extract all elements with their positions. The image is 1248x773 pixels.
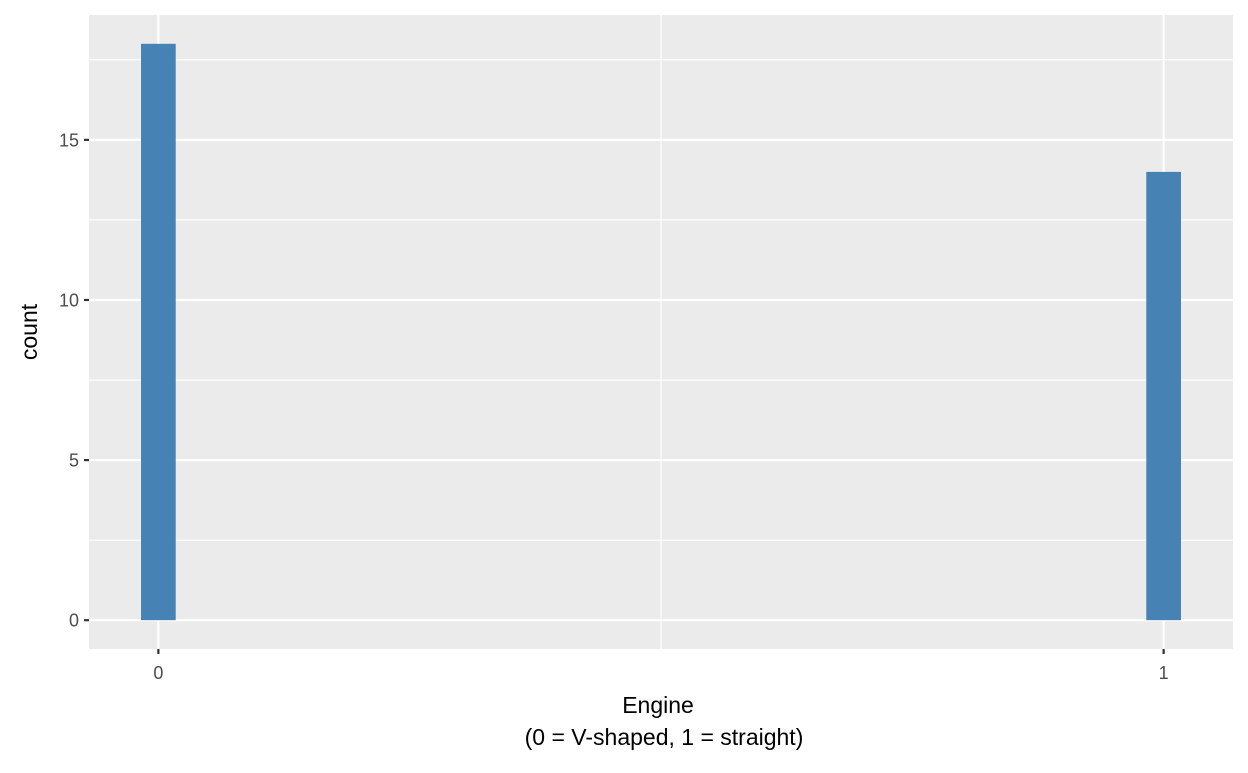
y-tick-label: 10	[59, 290, 79, 310]
y-axis: 0 5 10 15	[59, 130, 89, 631]
histogram-bar	[141, 43, 176, 621]
y-tick-label: 15	[59, 130, 79, 150]
x-tick-label: 0	[153, 663, 163, 683]
x-axis-subtitle: (0 = V-shaped, 1 = straight)	[525, 724, 804, 750]
y-axis-title: count	[16, 303, 42, 360]
histogram-bar	[1146, 171, 1181, 621]
x-tick-label: 1	[1159, 663, 1169, 683]
x-axis-title: Engine	[622, 692, 694, 718]
grid-minor	[89, 15, 1233, 649]
y-tick-label: 0	[69, 611, 79, 631]
bars	[141, 43, 1181, 621]
y-tick-label: 5	[69, 451, 79, 471]
